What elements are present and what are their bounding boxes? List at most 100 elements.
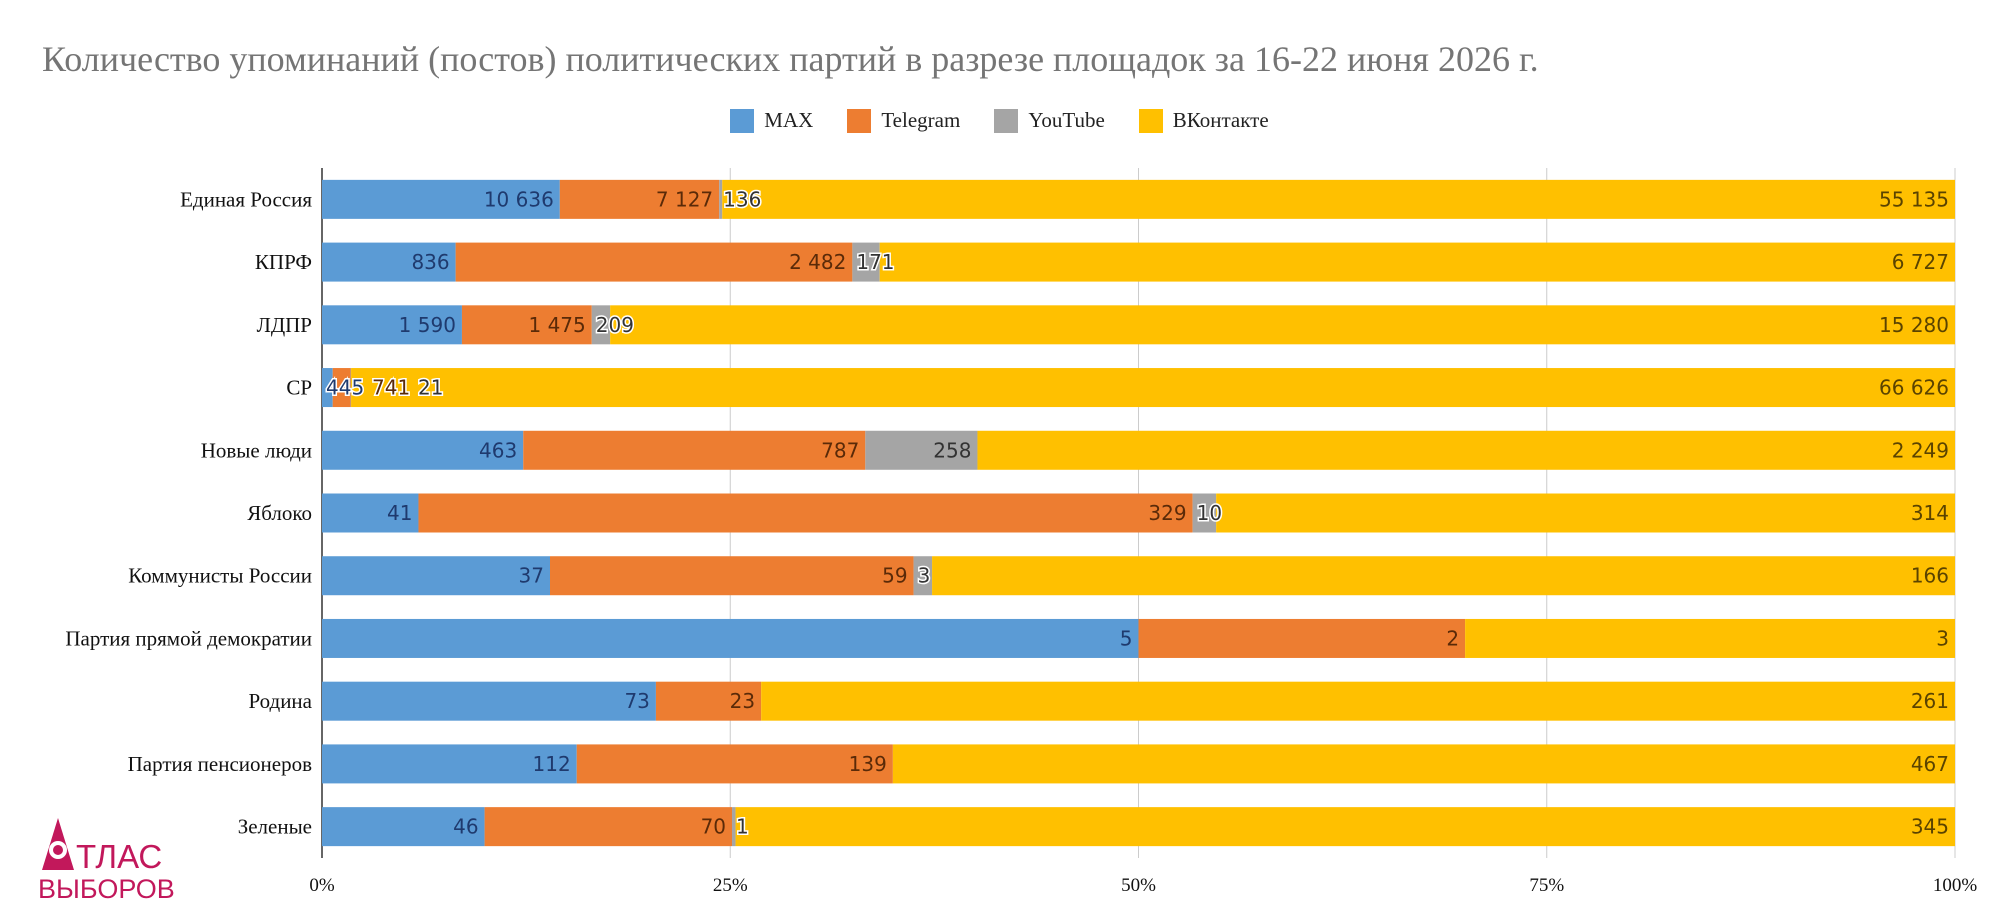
bar-segment-youtube[interactable] [350, 368, 352, 408]
bar-segment-max[interactable] [322, 556, 551, 596]
x-tick-label: 0% [309, 875, 335, 896]
x-tick-label: 75% [1529, 875, 1564, 896]
bar-segment-max[interactable] [322, 744, 577, 784]
value-label-telegram: 7 127 [656, 187, 713, 211]
bar-segment-telegram[interactable] [484, 807, 733, 847]
bar-segment-max[interactable] [322, 807, 485, 847]
bar-segment-youtube[interactable] [1192, 493, 1217, 533]
value-label-вконтакте: 345 [1911, 815, 1949, 839]
category-label: Коммунисты России [128, 564, 312, 588]
value-label-вконтакте: 66 626 [1879, 376, 1949, 400]
legend-item-vkontakte[interactable]: ВКонтакте [1138, 108, 1269, 133]
category-label: Новые люди [201, 438, 312, 462]
legend-item-youtube[interactable]: YouTube [994, 108, 1105, 133]
value-label-вконтакте: 15 280 [1879, 313, 1949, 337]
bar-segment-max[interactable] [322, 493, 419, 533]
bar-segment-youtube[interactable] [732, 807, 736, 847]
bar-segment-telegram[interactable] [332, 368, 351, 408]
category-labels: Единая Россия КПРФ ЛДПР СР Новые люди Яблоко К… [65, 187, 312, 838]
value-label-max: 46 [453, 815, 478, 839]
category-label: ЛДПР [257, 313, 312, 337]
legend-swatch-telegram [847, 108, 872, 133]
value-label-youtube: 10 [1197, 501, 1222, 525]
category-label: Единая Россия [180, 187, 312, 211]
bar-segment-telegram[interactable] [418, 493, 1193, 533]
bar-segment-youtube[interactable] [865, 430, 978, 470]
x-axis-ticks: 0% 25% 50% 75% 100% [309, 875, 1977, 896]
legend-item-telegram[interactable]: Telegram [847, 108, 960, 133]
value-label-telegram: 329 [1148, 501, 1186, 525]
legend-swatch-youtube [994, 108, 1019, 133]
bar-segment-вконтакте[interactable] [761, 681, 1956, 721]
bar-segment-max[interactable] [322, 305, 462, 345]
value-label-вконтакте: 3 [1936, 626, 1949, 650]
x-tick-label: 25% [713, 875, 748, 896]
bar-segment-вконтакте[interactable] [892, 744, 1955, 784]
bar-segment-вконтакте[interactable] [610, 305, 1955, 345]
bar-segment-max[interactable] [322, 618, 1139, 658]
value-label-telegram: 1 475 [528, 313, 585, 337]
bar-segment-telegram[interactable] [523, 430, 866, 470]
bar-segment-вконтакте[interactable] [879, 242, 1955, 282]
category-label: СР [286, 376, 312, 400]
value-label-telegram: 59 [882, 564, 907, 588]
bar-segment-вконтакте[interactable] [932, 556, 1955, 596]
bar-segment-вконтакте[interactable] [1216, 493, 1955, 533]
bar-segment-max[interactable] [322, 430, 524, 470]
category-label: Зеленые [238, 815, 312, 839]
value-label-telegram: 23 [730, 689, 755, 713]
bar-segment-youtube[interactable] [913, 556, 933, 596]
value-label-max: 37 [519, 564, 544, 588]
value-label-youtube: 3 [918, 564, 931, 588]
bar-segment-telegram[interactable] [1138, 618, 1466, 658]
value-label-telegram: 787 [821, 438, 859, 462]
legend-swatch-vkontakte [1138, 108, 1163, 133]
value-label-youtube: 21 [418, 376, 443, 400]
category-label: Родина [248, 689, 312, 713]
bar-segment-telegram[interactable] [455, 242, 853, 282]
x-tick-label: 50% [1121, 875, 1156, 896]
value-label-telegram: 2 482 [789, 250, 846, 274]
value-label-telegram: 741 [372, 376, 410, 400]
value-label-max: 41 [387, 501, 412, 525]
value-label-вконтакте: 6 727 [1892, 250, 1949, 274]
legend-label-vkontakte: ВКонтакте [1172, 108, 1269, 132]
bar-segment-вконтакте[interactable] [735, 807, 1955, 847]
value-label-вконтакте: 314 [1911, 501, 1949, 525]
bar-segment-telegram[interactable] [655, 681, 762, 721]
bar-segment-max[interactable] [322, 242, 456, 282]
bar-segment-вконтакте[interactable] [351, 368, 1955, 408]
bar-segment-max[interactable] [322, 179, 560, 219]
chart-title: Количество упоминаний (постов) политичес… [42, 39, 1539, 79]
legend-label-telegram: Telegram [881, 108, 961, 132]
bar-segment-вконтакте[interactable] [977, 430, 1955, 470]
bars [322, 179, 1956, 847]
rocket-icon [42, 818, 74, 870]
value-label-вконтакте: 2 249 [1892, 438, 1949, 462]
category-label: Партия прямой демократии [65, 626, 312, 650]
category-label: Партия пенсионеров [128, 752, 312, 776]
bar-segment-youtube[interactable] [852, 242, 880, 282]
value-label-youtube: 171 [856, 250, 894, 274]
value-label-youtube: 136 [723, 187, 761, 211]
bar-segment-telegram[interactable] [550, 556, 914, 596]
bar-segment-youtube[interactable] [719, 179, 723, 219]
bar-segment-telegram[interactable] [559, 179, 720, 219]
bar-segment-youtube[interactable] [591, 305, 611, 345]
value-label-max: 1 590 [399, 313, 456, 337]
legend-label-youtube: YouTube [1028, 108, 1105, 132]
value-label-youtube: 209 [596, 313, 634, 337]
value-label-вконтакте: 166 [1911, 564, 1949, 588]
bar-segment-max[interactable] [322, 368, 333, 408]
bar-segment-вконтакте[interactable] [722, 179, 1955, 219]
legend-label-max: MAX [764, 108, 814, 132]
value-label-max: 5 [1120, 626, 1133, 650]
value-label-max: 73 [624, 689, 649, 713]
bar-segment-вконтакте[interactable] [1465, 618, 1955, 658]
legend-item-max[interactable]: MAX [730, 108, 813, 133]
bar-segment-telegram[interactable] [461, 305, 592, 345]
bar-segment-max[interactable] [322, 681, 656, 721]
category-label: КПРФ [255, 250, 312, 274]
bar-segment-telegram[interactable] [576, 744, 893, 784]
value-label-max: 112 [533, 752, 571, 776]
